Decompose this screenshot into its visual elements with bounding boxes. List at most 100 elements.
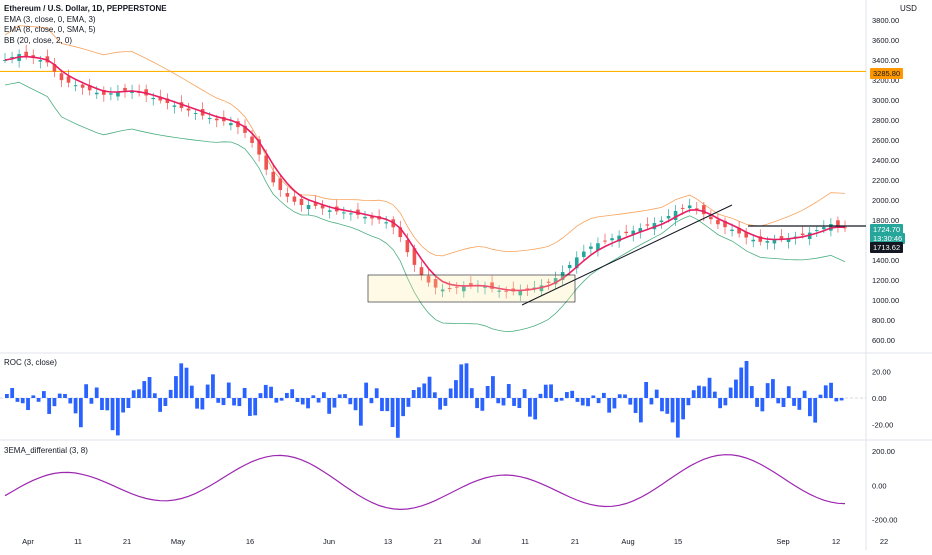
candle-body <box>52 63 57 72</box>
candle-body <box>546 281 551 283</box>
roc-bar <box>364 382 369 398</box>
roc-bar <box>459 364 464 398</box>
roc-bar <box>395 398 400 438</box>
time-axis-label: Jun <box>323 537 335 546</box>
roc-bar <box>232 398 236 406</box>
roc-bar <box>623 394 627 398</box>
candle-body <box>306 205 311 209</box>
roc-bar <box>422 383 427 398</box>
roc-bar <box>549 384 553 398</box>
roc-bar <box>184 367 189 398</box>
time-axis-label: 21 <box>434 537 442 546</box>
indicator-bb[interactable]: BB (20, close, 2, 0) <box>4 35 73 45</box>
roc-bar <box>654 389 659 398</box>
roc-bar <box>533 398 538 420</box>
roc-bar <box>327 398 332 414</box>
roc-bar <box>68 398 73 404</box>
roc-bar <box>285 392 289 398</box>
candle-body <box>673 211 678 220</box>
indicator-ema-slow[interactable]: EMA (8, close, 0, SMA, 5) <box>4 25 96 34</box>
candle-body <box>165 98 170 103</box>
candle-body <box>596 243 600 251</box>
candle-body <box>638 228 643 232</box>
roc-bar <box>137 389 141 398</box>
bb-upper-band <box>4 25 846 257</box>
candle-body <box>680 207 685 209</box>
roc-bar <box>94 387 99 398</box>
roc-bar <box>332 398 337 408</box>
roc-bar <box>601 392 606 398</box>
roc-bar <box>765 383 770 398</box>
roc-bar <box>617 394 622 398</box>
roc-bar <box>121 398 126 413</box>
roc-bar <box>580 398 585 406</box>
time-axis-label: 11 <box>521 537 529 546</box>
candle-body <box>214 118 219 121</box>
candle-body <box>278 178 283 190</box>
price-tag-close: 1713.62 <box>870 242 904 253</box>
candle-body <box>483 286 487 288</box>
roc-bar <box>596 398 601 404</box>
roc-bar <box>734 379 738 398</box>
candle-body <box>172 105 177 107</box>
roc-bar <box>369 398 374 404</box>
candle-body <box>440 289 445 292</box>
candle-body <box>772 240 777 244</box>
roc-tick-label: 0.00 <box>872 394 887 403</box>
candle-body <box>518 290 523 296</box>
roc-bar <box>823 385 828 398</box>
roc-bar <box>771 379 775 398</box>
roc-bar <box>105 398 110 411</box>
price-tick-label: 2800.00 <box>872 116 899 125</box>
symbol-title[interactable]: Ethereum / U.S. Dollar, 1D, PEPPERSTONE <box>4 4 167 13</box>
time-axis-label: 13 <box>384 537 392 546</box>
roc-bar <box>321 392 326 398</box>
candle-body <box>751 239 756 242</box>
roc-bar <box>147 377 152 398</box>
price-tick-label: 600.00 <box>872 336 895 345</box>
price-tick-label: 2200.00 <box>872 176 899 185</box>
candle-body <box>243 125 247 133</box>
roc-bar <box>612 398 617 409</box>
candle-body <box>709 216 713 220</box>
roc-bar <box>10 388 15 398</box>
roc-bar <box>131 390 136 398</box>
diff-pane-label[interactable]: 3EMA_differential (3, 8) <box>4 446 88 455</box>
roc-bar <box>543 384 548 398</box>
candle-body <box>800 233 805 236</box>
roc-bar <box>100 398 104 411</box>
roc-bar <box>189 385 194 398</box>
roc-bar <box>829 382 833 398</box>
candle-body <box>73 85 78 87</box>
roc-bar <box>300 398 305 405</box>
roc-bar <box>681 398 686 420</box>
price-tick-label: 3000.00 <box>872 96 899 105</box>
roc-bar <box>802 390 807 398</box>
candle-body <box>320 205 325 209</box>
diff-tick-label: 200.00 <box>872 447 895 456</box>
time-axis-label: Aug <box>621 537 634 546</box>
price-tick-label: 2600.00 <box>872 136 899 145</box>
roc-bar <box>691 390 696 398</box>
roc-bar <box>432 392 437 398</box>
roc-pane-label[interactable]: ROC (3, close) <box>4 358 57 367</box>
indicator-ema-fast[interactable]: EMA (3, close, 0, EMA, 3) <box>4 14 96 24</box>
roc-bar <box>200 398 205 410</box>
candle-body <box>765 241 770 243</box>
time-axis-label: 21 <box>571 537 579 546</box>
candle-body <box>504 290 508 292</box>
roc-bar <box>279 398 284 401</box>
time-axis-label: 21 <box>123 537 131 546</box>
trendline <box>521 204 733 306</box>
roc-bar <box>749 386 754 398</box>
roc-bar <box>263 384 268 398</box>
candle-body <box>779 236 784 240</box>
roc-bar <box>115 398 120 436</box>
roc-tick-label: 20.00 <box>872 367 891 376</box>
candle-body <box>412 248 417 265</box>
time-axis-label: Jul <box>471 537 481 546</box>
roc-bar <box>353 398 358 411</box>
price-tick-label: 3200.00 <box>872 76 899 85</box>
